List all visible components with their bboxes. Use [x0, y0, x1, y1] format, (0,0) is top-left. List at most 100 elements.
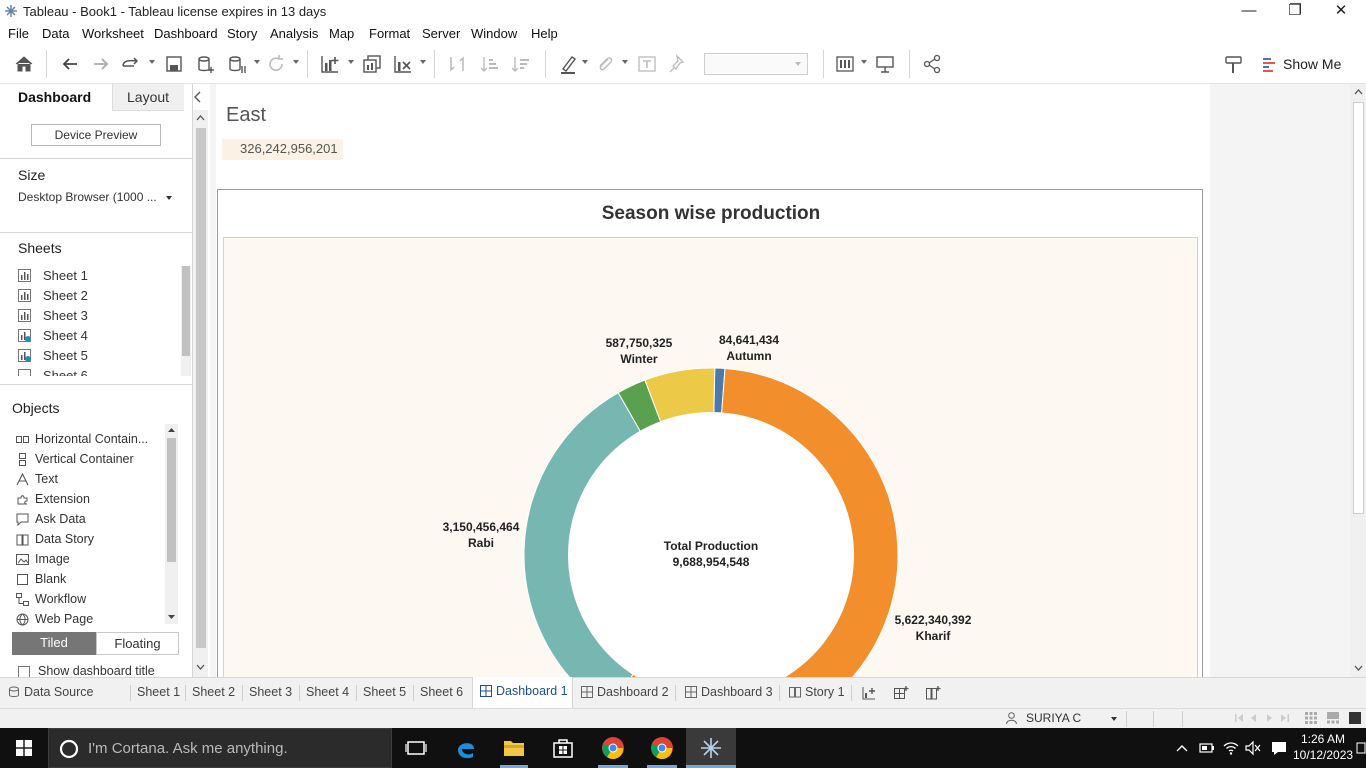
- dropdown-arrow-icon[interactable]: [348, 60, 354, 64]
- tiled-button[interactable]: Tiled: [12, 632, 96, 655]
- redo-icon[interactable]: [90, 53, 112, 75]
- season-chart-container[interactable]: Season wise production Total Production …: [217, 189, 1203, 677]
- group-members-icon[interactable]: [594, 53, 616, 75]
- menu-server[interactable]: Server: [422, 26, 461, 41]
- sheets-scrollbar[interactable]: [181, 266, 191, 376]
- scrollbar-thumb[interactable]: [1353, 102, 1364, 514]
- dropdown-arrow-icon[interactable]: [254, 60, 260, 64]
- object-vertical-container[interactable]: Vertical Container: [16, 450, 164, 470]
- swap-rows-columns-icon[interactable]: [446, 53, 468, 75]
- tab-sheet-4[interactable]: Sheet 4: [306, 685, 350, 699]
- menu-window[interactable]: Window: [471, 26, 518, 41]
- fix-axes-icon[interactable]: [667, 53, 689, 75]
- microsoft-store-icon[interactable]: [551, 736, 575, 760]
- device-preview-button[interactable]: Device Preview: [31, 124, 161, 146]
- dropdown-arrow-icon[interactable]: [420, 60, 426, 64]
- object-image[interactable]: Image: [16, 550, 164, 570]
- canvas-scrollbar[interactable]: [1350, 84, 1366, 677]
- battery-icon[interactable]: [1199, 741, 1215, 755]
- scroll-down-arrow-icon[interactable]: [167, 613, 176, 621]
- tab-data-source[interactable]: Data Source: [8, 678, 93, 708]
- tab-sheet-1[interactable]: Sheet 1: [137, 685, 181, 699]
- close-button[interactable]: ✕: [1334, 2, 1348, 19]
- object-extension[interactable]: Extension: [16, 490, 164, 510]
- notification-icon[interactable]: [1271, 740, 1287, 756]
- menu-map[interactable]: Map: [329, 26, 355, 41]
- show-cards-icon[interactable]: [835, 53, 857, 75]
- pause-updates-icon[interactable]: [226, 53, 248, 75]
- new-data-source-icon[interactable]: [195, 53, 217, 75]
- object-data-story[interactable]: Data Story: [16, 530, 164, 550]
- show-sheet-sorter-icon[interactable]: [1305, 712, 1317, 724]
- dropdown-arrow-icon[interactable]: [861, 60, 867, 64]
- highlight-icon[interactable]: [557, 53, 579, 75]
- dropdown-arrow-icon[interactable]: [622, 60, 628, 64]
- minimize-button[interactable]: —: [1241, 2, 1257, 19]
- show-tabs-icon[interactable]: [1349, 712, 1361, 724]
- object-workflow[interactable]: Workflow: [16, 590, 164, 610]
- object-ask-data[interactable]: Ask Data: [16, 510, 164, 530]
- objects-scrollbar[interactable]: [165, 424, 178, 624]
- scroll-down-arrow-icon[interactable]: [1354, 664, 1363, 672]
- duplicate-sheet-icon[interactable]: [361, 53, 383, 75]
- chrome-icon[interactable]: [650, 736, 674, 760]
- edge-browser-icon[interactable]: [454, 736, 478, 760]
- object-blank[interactable]: Blank: [16, 570, 164, 590]
- region-total-value[interactable]: 326,242,956,201: [222, 139, 343, 160]
- tab-sheet-3[interactable]: Sheet 3: [249, 685, 293, 699]
- object-text[interactable]: Text: [16, 470, 164, 490]
- wifi-icon[interactable]: [1223, 740, 1239, 756]
- chevron-up-icon[interactable]: [1176, 742, 1188, 754]
- scrollbar-thumb[interactable]: [167, 438, 176, 562]
- cortana-search-box[interactable]: I'm Cortana. Ask me anything.: [48, 728, 392, 768]
- scrollbar-thumb[interactable]: [182, 266, 190, 356]
- scrollbar-thumb[interactable]: [196, 128, 206, 648]
- new-dashboard-tab-icon[interactable]: [893, 685, 909, 701]
- object-web-page[interactable]: Web Page: [16, 610, 164, 630]
- chrome-icon[interactable]: [601, 736, 625, 760]
- home-icon[interactable]: [13, 53, 35, 75]
- fit-dropdown[interactable]: [704, 53, 808, 75]
- menu-worksheet[interactable]: Worksheet: [82, 26, 144, 41]
- new-story-tab-icon[interactable]: [925, 685, 941, 701]
- undo-icon[interactable]: [59, 53, 81, 75]
- volume-muted-icon[interactable]: [1245, 740, 1261, 756]
- tab-dashboard[interactable]: Dashboard: [0, 84, 112, 111]
- tab-sheet-6[interactable]: Sheet 6: [420, 685, 464, 699]
- object-horizontal-container[interactable]: Horizontal Contain...: [16, 430, 164, 450]
- dropdown-arrow-icon[interactable]: [293, 60, 299, 64]
- menu-data[interactable]: Data: [42, 26, 70, 41]
- tableau-taskbar-button[interactable]: [686, 728, 736, 768]
- scroll-up-arrow-icon[interactable]: [167, 426, 176, 434]
- redo-history-icon[interactable]: [120, 53, 142, 75]
- sort-ascending-icon[interactable]: [479, 53, 501, 75]
- windows-start-icon[interactable]: [16, 740, 32, 756]
- collapse-panel-icon[interactable]: [193, 91, 203, 103]
- new-worksheet-icon[interactable]: [319, 53, 341, 75]
- refresh-icon[interactable]: [265, 53, 287, 75]
- menu-story[interactable]: Story: [227, 26, 258, 41]
- taskbar-clock[interactable]: 1:26 AM 10/12/2023: [1293, 731, 1353, 763]
- menu-help[interactable]: Help: [531, 26, 558, 41]
- tab-sheet-2[interactable]: Sheet 2: [192, 685, 236, 699]
- format-painter-icon[interactable]: [1223, 53, 1245, 75]
- task-view-icon[interactable]: [404, 736, 428, 760]
- size-dropdown[interactable]: Desktop Browser (1000 ...: [18, 190, 176, 204]
- sort-descending-icon[interactable]: [510, 53, 532, 75]
- tab-layout[interactable]: Layout: [112, 84, 184, 111]
- new-worksheet-tab-icon[interactable]: [861, 685, 877, 701]
- share-icon[interactable]: [921, 53, 943, 75]
- menu-dashboard[interactable]: Dashboard: [154, 26, 218, 41]
- side-panel-scrollbar[interactable]: [193, 110, 208, 677]
- sheet-navigation-icon[interactable]: [1234, 713, 1298, 723]
- show-mark-labels-icon[interactable]: [636, 53, 658, 75]
- show-filmstrip-icon[interactable]: [1327, 712, 1339, 724]
- tab-sheet-5[interactable]: Sheet 5: [363, 685, 407, 699]
- tab-dashboard-3[interactable]: Dashboard 3: [685, 678, 773, 708]
- tab-dashboard-1[interactable]: Dashboard 1: [472, 677, 573, 708]
- scroll-down-arrow-icon[interactable]: [196, 663, 205, 671]
- save-icon[interactable]: [163, 53, 185, 75]
- dropdown-arrow-icon[interactable]: [149, 60, 155, 64]
- maximize-button[interactable]: ❐: [1288, 2, 1302, 19]
- tab-dashboard-2[interactable]: Dashboard 2: [581, 678, 669, 708]
